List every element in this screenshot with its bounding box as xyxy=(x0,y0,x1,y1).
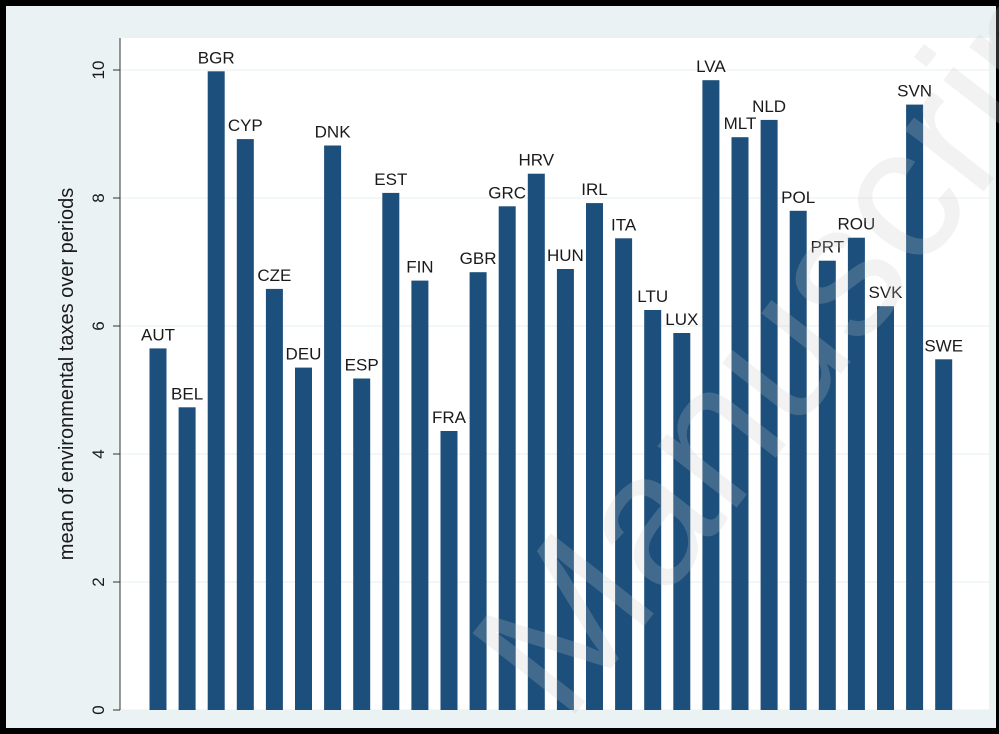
bar-label-dnk: DNK xyxy=(315,123,352,142)
bar-label-gbr: GBR xyxy=(460,249,497,268)
bar-fin xyxy=(411,280,429,710)
bar-svn xyxy=(906,104,924,711)
bar-label-grc: GRC xyxy=(488,183,526,202)
bar-irl xyxy=(586,203,603,710)
bars xyxy=(149,71,953,711)
bar-label-hrv: HRV xyxy=(519,151,555,170)
bar-svk xyxy=(877,306,894,710)
bar-label-aut: AUT xyxy=(141,325,175,344)
bar-dnk xyxy=(324,145,342,710)
bar-fra xyxy=(440,431,458,710)
bar-label-irl: IRL xyxy=(581,180,607,199)
bar-mlt xyxy=(731,137,749,710)
bar-label-bel: BEL xyxy=(171,384,203,403)
bar-aut xyxy=(149,348,167,710)
bar-label-deu: DEU xyxy=(286,345,322,364)
bar-label-rou: ROU xyxy=(838,215,876,234)
bar-label-lux: LUX xyxy=(665,310,698,329)
bar-chart: AUT BEL BGR CYP CZE DEU DNK ESP EST FIN FRA GBR GRC H… xyxy=(56,6,999,731)
bar-label-prt: PRT xyxy=(810,238,844,257)
bar-label-pol: POL xyxy=(781,188,815,207)
bar-ltu xyxy=(644,310,662,710)
y-tick-label: 2 xyxy=(89,577,108,586)
y-tick-label: 4 xyxy=(89,449,108,458)
bar-lva xyxy=(702,80,720,710)
bar-lux xyxy=(673,333,691,710)
bar-hrv xyxy=(527,173,545,710)
bar-cyp xyxy=(236,139,254,711)
bar-hun xyxy=(556,269,574,710)
bar-labels: AUT BEL BGR CYP CZE DEU DNK ESP EST FIN FRA GBR GRC H… xyxy=(141,48,963,427)
bar-deu xyxy=(295,367,312,710)
bar-bgr xyxy=(207,71,225,711)
bar-cze xyxy=(265,288,283,710)
bar-nld xyxy=(760,119,778,710)
bar-label-bgr: BGR xyxy=(198,48,235,67)
bar-label-est: EST xyxy=(374,170,407,189)
bar-bel xyxy=(178,407,196,710)
bar-label-cze: CZE xyxy=(257,266,291,285)
bar-label-fra: FRA xyxy=(432,408,467,427)
gridlines xyxy=(120,69,989,711)
y-axis-title: mean of environmental taxes over periods xyxy=(56,188,78,560)
bar-pol xyxy=(789,210,807,711)
bar-label-cyp: CYP xyxy=(228,116,263,135)
bar-label-hun: HUN xyxy=(547,246,584,265)
bar-label-svn: SVN xyxy=(897,82,932,101)
bar-label-swe: SWE xyxy=(924,336,963,355)
y-tick-label: 10 xyxy=(89,61,108,80)
bar-label-lva: LVA xyxy=(696,57,726,76)
bar-ita xyxy=(615,238,633,711)
bar-prt xyxy=(818,260,836,710)
y-tick-label: 8 xyxy=(89,193,108,202)
bar-rou xyxy=(847,237,865,710)
bar-label-esp: ESP xyxy=(345,356,379,375)
y-axis: 0 2 4 6 8 10 xyxy=(89,38,121,715)
bar-est xyxy=(382,192,400,710)
bar-label-fin: FIN xyxy=(406,258,433,277)
y-tick-label: 0 xyxy=(89,705,108,714)
bar-esp xyxy=(353,378,371,710)
plot-area xyxy=(120,38,989,710)
bar-grc xyxy=(498,206,516,711)
bar-label-mlt: MLT xyxy=(724,114,757,133)
bar-label-nld: NLD xyxy=(752,97,786,116)
bar-swe xyxy=(935,359,953,710)
bar-label-ltu: LTU xyxy=(637,287,668,306)
bar-gbr xyxy=(469,272,487,710)
bar-label-ita: ITA xyxy=(611,215,637,234)
y-tick-label: 6 xyxy=(89,321,108,330)
bar-label-svk: SVK xyxy=(868,283,903,302)
